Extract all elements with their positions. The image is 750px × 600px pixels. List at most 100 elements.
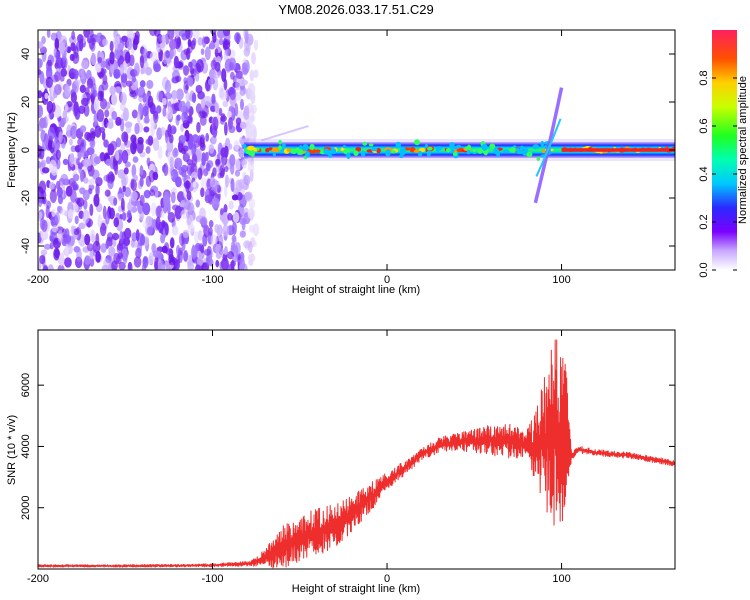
track-blob (509, 147, 516, 153)
noise-blob (251, 51, 256, 65)
noise-blob (125, 80, 133, 87)
track-blob (370, 147, 378, 152)
noise-blob (136, 110, 141, 124)
noise-blob (186, 190, 192, 201)
noise-blob (157, 145, 163, 160)
noise-blob (38, 144, 42, 158)
track-core (561, 148, 675, 152)
noise-blob (83, 157, 90, 168)
noise-blob (73, 101, 79, 114)
noise-blob (73, 246, 80, 253)
noise-blob (95, 250, 101, 263)
noise-blob (142, 255, 149, 269)
noise-blob (205, 132, 210, 142)
noise-blob (89, 127, 96, 142)
track-blob (515, 147, 520, 153)
track-blob (360, 150, 366, 157)
noise-blob (165, 50, 170, 59)
noise-blob (98, 127, 106, 134)
noise-blob (71, 30, 76, 40)
noise-blob (73, 183, 80, 191)
noise-blob (211, 179, 219, 193)
noise-blob (99, 152, 106, 162)
noise-blob (230, 259, 235, 270)
noise-blob (215, 158, 221, 166)
noise-blob (136, 140, 144, 154)
noise-blob (207, 78, 212, 86)
noise-blob (197, 167, 203, 180)
noise-blob (87, 165, 93, 172)
noise-blob (188, 77, 194, 87)
noise-blob (214, 48, 219, 58)
track-blob (281, 143, 286, 148)
noise-blob (117, 205, 123, 213)
noise-blob (45, 66, 53, 80)
noise-blob (156, 105, 162, 114)
x-tick-label: -100 (202, 274, 224, 286)
noise-blob (84, 87, 90, 96)
noise-blob (64, 245, 70, 258)
noise-blob (90, 52, 97, 66)
noise-blob (170, 191, 176, 204)
noise-blob (227, 251, 234, 260)
noise-blob (40, 159, 47, 168)
noise-blob (215, 259, 220, 268)
noise-blob (235, 242, 241, 255)
noise-blob (70, 125, 78, 140)
noise-blob (115, 150, 120, 162)
noise-blob (54, 248, 60, 259)
noise-blob (146, 157, 151, 167)
noise-blob (143, 189, 151, 199)
noise-blob (120, 92, 127, 106)
noise-blob (239, 85, 246, 97)
track-blob (346, 152, 351, 159)
noise-blob (142, 202, 151, 216)
noise-blob (60, 173, 69, 184)
noise-blob (121, 211, 127, 221)
noise-blob (40, 230, 49, 241)
noise-blob (46, 113, 51, 125)
noise-blob (130, 179, 138, 191)
track-blob (390, 150, 397, 154)
noise-blob (229, 154, 236, 167)
noise-blob (228, 125, 236, 134)
noise-blob (81, 59, 89, 70)
x-tick-label: 0 (384, 573, 390, 585)
noise-blob (39, 217, 46, 231)
track-blob (540, 140, 545, 148)
spectrogram-y-label: Frequency (Hz) (6, 112, 18, 188)
noise-blob (126, 37, 132, 51)
track-blob (242, 144, 247, 148)
noise-blob (232, 221, 237, 236)
track-blob (325, 150, 333, 156)
noise-blob (195, 199, 201, 208)
noise-blob (187, 38, 192, 48)
noise-blob (120, 72, 128, 84)
noise-blob (149, 30, 157, 37)
noise-blob (139, 55, 145, 69)
noise-blob (74, 79, 81, 87)
noise-blob (135, 229, 140, 242)
noise-blob (168, 38, 177, 50)
noise-blob (121, 131, 129, 143)
noise-blob (188, 61, 193, 68)
noise-blob (55, 149, 62, 160)
track-blob (526, 151, 533, 158)
noise-blob (178, 30, 187, 37)
noise-blob (38, 90, 43, 99)
noise-blob (199, 142, 206, 152)
noise-blob (176, 114, 181, 121)
noise-blob (156, 43, 161, 53)
track-blob (452, 152, 458, 156)
noise-blob (201, 36, 207, 48)
noise-blob (227, 110, 232, 118)
noise-blob (174, 30, 181, 39)
noise-blob (205, 162, 211, 172)
noise-blob (38, 261, 42, 270)
noise-blob (39, 71, 45, 85)
noise-blob (126, 210, 132, 219)
track-blob (455, 144, 462, 149)
noise-blob (120, 198, 125, 211)
noise-blob (58, 252, 65, 266)
y-tick-label: 4000 (20, 434, 32, 458)
